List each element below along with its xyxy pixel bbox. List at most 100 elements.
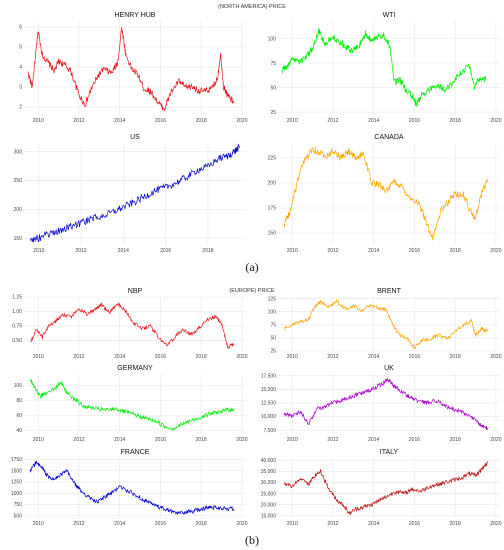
y-tick-label: 17,500 <box>261 373 277 379</box>
x-tick-label: 2020 <box>236 521 247 527</box>
series-line <box>27 27 235 112</box>
x-tick-label: 2012 <box>327 118 338 124</box>
chart-canada: CANADA 2010 2012 2014 2016 2018 2020 150 175 200 2… <box>268 134 502 254</box>
y-tick-label: 60 <box>16 413 22 419</box>
y-tick-label: 150 <box>268 231 277 237</box>
y-tick-label: 0.75 <box>12 324 22 330</box>
x-tick-label: 2014 <box>368 437 379 443</box>
y-tick-label: 25 <box>270 110 276 116</box>
chart-france: FRANCE 2010 2012 2014 2016 2018 2020 500 750 1000… <box>11 449 248 527</box>
chart-title: HENRY HUB <box>115 12 156 19</box>
x-tick-label: 2014 <box>114 118 125 124</box>
chart-brent: BRENT 2010 2012 2014 2016 2018 2020 25 50 75 100 12… <box>268 288 502 360</box>
x-tick-label: 2014 <box>114 354 125 360</box>
y-tick-label: 225 <box>268 156 277 162</box>
series-line <box>29 460 235 515</box>
y-tick-label: 1000 <box>11 491 22 497</box>
y-tick-label: 300 <box>14 149 23 155</box>
chart-title: FRANCE <box>121 449 150 456</box>
x-tick-label: 2020 <box>490 521 501 527</box>
x-tick-label: 2018 <box>196 118 207 124</box>
x-tick-label: 2018 <box>450 521 461 527</box>
x-tick-label: 2016 <box>155 118 166 124</box>
x-tick-label: 2020 <box>236 118 247 124</box>
y-tick-label: 125 <box>268 296 277 302</box>
x-tick-label: 2020 <box>490 437 501 443</box>
x-tick-label: 2020 <box>490 118 501 124</box>
y-tick-label: 200 <box>14 207 23 213</box>
chart-uk: UK 2010 2012 2014 2016 2018 2020 7,500 10,000 12,… <box>261 365 502 443</box>
y-tick-label: 75 <box>270 61 276 67</box>
x-tick-label: 2016 <box>409 118 420 124</box>
series-line <box>284 298 489 350</box>
x-tick-label: 2014 <box>368 521 379 527</box>
y-tick-label: 100 <box>14 383 23 389</box>
y-tick-label: 1750 <box>11 457 22 463</box>
x-tick-label: 2010 <box>287 354 298 360</box>
y-tick-label: 40,000 <box>261 458 277 464</box>
series-line <box>283 461 489 516</box>
series-line <box>30 143 240 243</box>
x-tick-label: 2014 <box>368 118 379 124</box>
x-tick-label: 2016 <box>155 354 166 360</box>
x-tick-label: 2016 <box>155 437 166 443</box>
y-tick-label: 25 <box>270 349 276 355</box>
x-tick-label: 2016 <box>409 521 420 527</box>
y-tick-label: 3 <box>19 85 22 91</box>
chart-germany: GERMANY 2010 2012 2014 2016 2018 2020 40 60 80 100 <box>14 365 248 443</box>
y-tick-label: 10,000 <box>261 414 277 420</box>
y-tick-label: 0.50 <box>12 338 22 344</box>
north-america-title: (NORTH AMERICA) PRICE <box>218 4 286 10</box>
x-tick-label: 2012 <box>327 521 338 527</box>
x-tick-label: 2018 <box>196 354 207 360</box>
caption-b: (b) <box>245 533 259 547</box>
chart-us: US 2010 2012 2014 2016 2018 150 200 250 300 <box>14 134 246 254</box>
x-tick-label: 2018 <box>450 248 461 254</box>
europe-title: (EUROPE) PRICE <box>229 288 275 294</box>
x-tick-label: 2010 <box>287 437 298 443</box>
chart-italy: ITALY 2010 2012 2014 2016 2018 2020 15,000 20,00… <box>261 449 502 527</box>
y-tick-label: 1250 <box>11 480 22 486</box>
chart-title: UK <box>384 365 394 372</box>
x-tick-label: 2016 <box>409 354 420 360</box>
y-tick-label: 1500 <box>11 468 22 474</box>
y-tick-label: 15,000 <box>261 387 277 393</box>
x-tick-label: 2018 <box>450 118 461 124</box>
chart-nbp: NBP 2010 2012 2014 2016 2018 2020 0.50 0.75 1.00 1… <box>12 288 247 360</box>
y-tick-label: 2 <box>19 105 22 111</box>
y-tick-label: 100 <box>268 309 277 315</box>
y-tick-label: 7,500 <box>263 428 276 434</box>
y-tick-label: 15,000 <box>261 513 277 519</box>
series-line <box>29 378 235 432</box>
x-tick-label: 2012 <box>73 118 84 124</box>
x-tick-label: 2010 <box>33 354 44 360</box>
y-tick-label: 100 <box>268 36 277 42</box>
y-tick-label: 75 <box>270 322 276 328</box>
y-tick-label: 200 <box>268 181 277 187</box>
x-tick-label: 2014 <box>368 354 379 360</box>
x-tick-label: 2014 <box>368 248 379 254</box>
x-tick-label: 2016 <box>155 521 166 527</box>
x-tick-label: 2018 <box>196 437 207 443</box>
y-tick-label: 150 <box>14 236 23 242</box>
x-tick-label: 2012 <box>327 248 338 254</box>
x-tick-label: 2012 <box>327 354 338 360</box>
x-tick-label: 2014 <box>114 437 125 443</box>
chart-wti: WTI 2010 2012 2014 2016 2018 2020 25 50 75 100 <box>268 12 502 124</box>
x-tick-label: 2010 <box>287 521 298 527</box>
y-tick-label: 50 <box>270 85 276 91</box>
x-tick-label: 2010 <box>33 248 44 254</box>
x-tick-label: 2010 <box>287 118 298 124</box>
y-tick-label: 4 <box>19 65 22 71</box>
y-tick-label: 5 <box>19 45 22 51</box>
x-tick-label: 2018 <box>450 354 461 360</box>
series-line <box>283 378 489 431</box>
chart-henry-hub: HENRY HUB 2010 2012 2014 2016 2018 2020 2 3 4 5 6 <box>19 12 247 124</box>
y-tick-label: 1.25 <box>12 295 22 301</box>
chart-title: BRENT <box>377 288 401 295</box>
series-line <box>30 301 235 349</box>
y-tick-label: 20,000 <box>261 502 277 508</box>
x-tick-label: 2010 <box>287 248 298 254</box>
x-tick-label: 2020 <box>236 354 247 360</box>
x-tick-label: 2010 <box>33 437 44 443</box>
